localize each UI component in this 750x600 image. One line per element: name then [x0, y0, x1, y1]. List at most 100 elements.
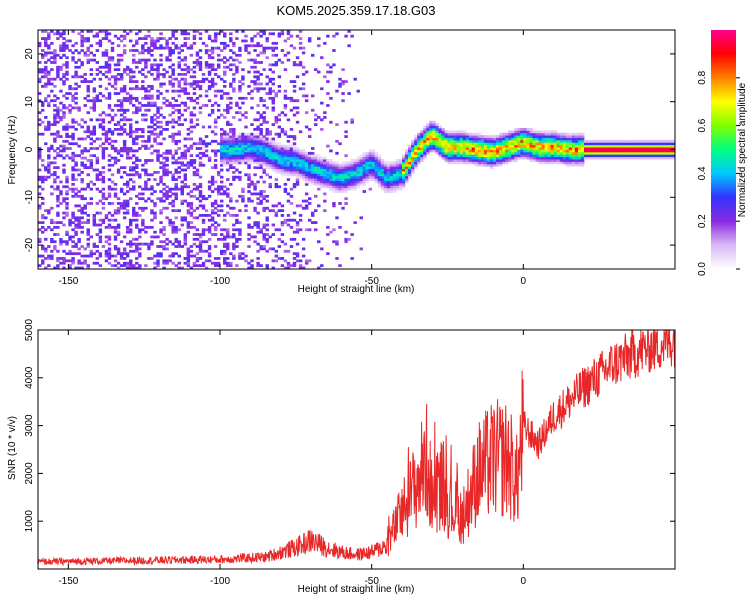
spectrogram-cell	[86, 166, 90, 170]
spectrogram-cell	[253, 65, 257, 69]
spectrogram-cell	[447, 149, 451, 153]
spectrogram-cell	[71, 235, 75, 239]
spectrogram-cell	[608, 147, 612, 150]
spectrogram-cell	[138, 70, 142, 74]
spectrogram-cell	[129, 77, 133, 81]
spectrogram-cell	[320, 56, 324, 60]
spectrogram-cell	[101, 166, 106, 170]
spectrogram-cell	[116, 127, 121, 131]
spectrogram-cell	[53, 120, 57, 124]
spectrogram-cell	[289, 99, 294, 103]
spectrogram-cell	[177, 171, 181, 174]
spectrogram-cell	[526, 132, 530, 136]
colorbar-ticks: 0.00.20.40.60.8	[697, 70, 740, 276]
spectrogram-cell	[408, 147, 412, 150]
spectrogram-cell	[229, 123, 233, 126]
spectrogram-cell	[417, 149, 421, 153]
spectrogram-cell	[271, 147, 275, 150]
spectrogram-cell	[283, 173, 288, 177]
spectrogram-cell	[444, 154, 448, 158]
spectrogram-cell	[508, 132, 512, 136]
spectrogram-cell	[65, 70, 69, 74]
spectrogram-cell	[489, 154, 494, 158]
spectrogram-cell	[274, 46, 279, 50]
spectrogram-cell	[53, 132, 57, 136]
spectrogram-cell	[553, 154, 558, 158]
spectrogram-cell	[511, 154, 515, 158]
spectrogram-cell	[326, 63, 330, 67]
spectrogram-cell	[192, 237, 197, 241]
spectrogram-cell	[119, 264, 124, 268]
spectrogram-cell	[107, 194, 112, 198]
spectrogram-cell	[341, 185, 345, 189]
spectrogram-cell	[350, 159, 354, 162]
spectrogram-cell	[271, 168, 275, 172]
spectrogram-cell	[304, 259, 309, 263]
spectrogram-cell	[56, 32, 60, 36]
spectrogram-cell	[50, 161, 54, 165]
spectrogram-cell	[250, 44, 254, 48]
spectrogram-cell	[189, 68, 194, 72]
spectrogram-cell	[341, 163, 345, 167]
spectrogram-cell	[259, 230, 263, 234]
spectrogram-cell	[207, 156, 212, 160]
spectrogram-cell	[77, 261, 81, 265]
spectrogram-cell	[162, 228, 166, 232]
spectrogram-cell	[280, 49, 285, 52]
spectrogram-cell	[405, 149, 409, 153]
spectrogram-cell	[338, 178, 342, 181]
spectrogram-cell	[283, 266, 288, 270]
spectrogram-cell	[147, 137, 151, 141]
spectrogram-cell	[289, 163, 294, 167]
spectrogram-cell	[453, 151, 457, 155]
spectrogram-cell	[174, 171, 178, 174]
spectrogram-cell	[83, 53, 87, 57]
spectrogram-cell	[119, 257, 124, 260]
spectrogram-cell	[265, 199, 269, 203]
spectrogram-cell	[620, 149, 624, 153]
spectrogram-cell	[244, 156, 248, 160]
spectrogram-cell	[462, 130, 467, 134]
spectrogram-cell	[311, 151, 315, 155]
spectrogram-cell	[468, 159, 473, 162]
spectrogram-cell	[198, 161, 203, 165]
spectrogram-cell	[432, 144, 436, 148]
spectrogram-cell	[238, 257, 242, 260]
spectrogram-cell	[344, 120, 348, 124]
spectrogram-cell	[620, 144, 624, 148]
spectrogram-cell	[162, 225, 166, 229]
spectrogram-cell	[223, 144, 227, 148]
spectrogram-cell	[107, 96, 112, 100]
spectrogram-cell	[298, 159, 303, 162]
spectrogram-cell	[653, 156, 658, 160]
spectrogram-cell	[201, 214, 206, 217]
spectrogram-cell	[119, 99, 124, 103]
spectrogram-cell	[317, 154, 321, 158]
spectrogram-cell	[462, 151, 467, 155]
spectrogram-cell	[347, 237, 351, 241]
spectrogram-cell	[329, 65, 333, 69]
spectrogram-cell	[135, 173, 139, 177]
spectrogram-cell	[147, 173, 151, 177]
spectrogram-cell	[432, 130, 436, 134]
spectrogram-cell	[232, 156, 236, 160]
spectrogram-cell	[177, 132, 181, 136]
spectrogram-cell	[56, 214, 60, 217]
spectrogram-cell	[65, 39, 69, 43]
spectrogram-cell	[68, 218, 72, 222]
spectrogram-cell	[62, 240, 66, 244]
spectrogram-cell	[587, 142, 591, 146]
spectrogram-cell	[538, 154, 542, 158]
spectrogram-cell	[565, 142, 570, 146]
spectrogram-cell	[89, 249, 93, 253]
spectrogram-cell	[65, 206, 69, 210]
spectrogram-cell	[192, 209, 197, 213]
spectrogram-cell	[216, 185, 221, 189]
spectrogram-cell	[511, 144, 515, 148]
spectrogram-cell	[514, 154, 518, 158]
spectrogram-cell	[129, 132, 133, 136]
spectrogram-cell	[135, 225, 139, 229]
spectrogram-cell	[304, 151, 309, 155]
spectrogram-cell	[414, 159, 418, 162]
spectrogram-cell	[274, 151, 279, 155]
